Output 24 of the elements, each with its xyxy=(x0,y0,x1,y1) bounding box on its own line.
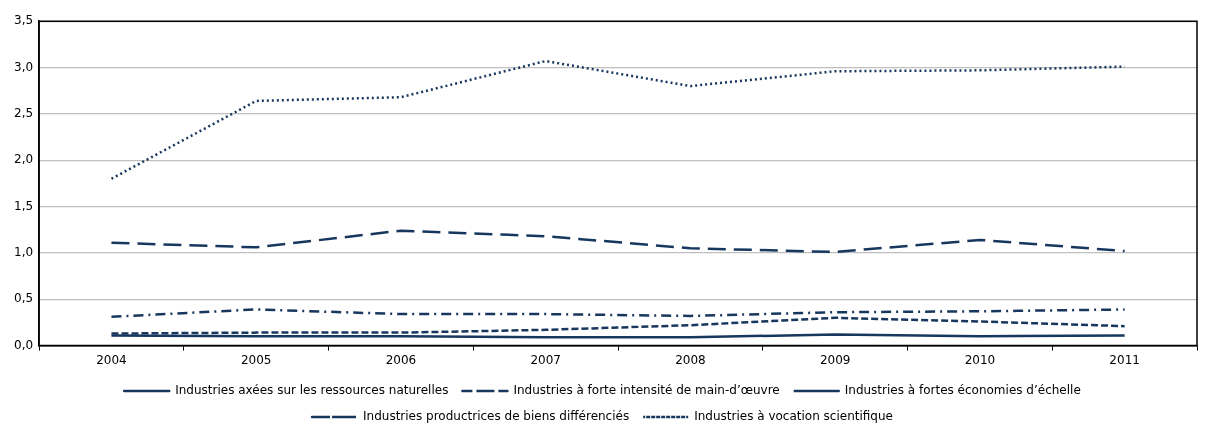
legend-label: Industries à fortes économies d’échelle xyxy=(844,383,1081,398)
line-series xyxy=(110,229,1126,254)
x-tick-label: 2011 xyxy=(1109,352,1140,367)
x-tick-label: 2004 xyxy=(96,352,127,367)
y-tick-label: 3,5 xyxy=(13,13,34,28)
x-tick-label: 2010 xyxy=(964,352,996,367)
x-tick-label: 2007 xyxy=(530,352,561,367)
y-tick-label: 2,0 xyxy=(13,152,34,167)
y-tick-label: 2,5 xyxy=(13,106,34,121)
x-tick-label: 2008 xyxy=(675,352,706,367)
y-tick-label: 0,5 xyxy=(13,291,34,306)
y-tick-label: 1,0 xyxy=(13,245,34,260)
legend-label: Industries à vocation scientifique xyxy=(694,409,893,424)
y-tick-label: 0,0 xyxy=(13,337,34,352)
legend-label: Industries axées sur les ressources naturelles xyxy=(175,383,449,398)
legend-label: Industries à forte intensité de main-d’œuvre xyxy=(513,383,780,398)
x-tick-label: 2005 xyxy=(240,352,272,367)
y-tick-label: 3,0 xyxy=(13,59,34,74)
line-series xyxy=(110,308,1126,319)
x-tick-label: 2006 xyxy=(385,352,417,367)
y-tick-label: 1,5 xyxy=(13,198,34,213)
line-series xyxy=(110,59,1126,181)
x-tick-label: 2009 xyxy=(819,352,851,367)
legend-label: Industries productrices de biens différenciés xyxy=(363,409,630,424)
